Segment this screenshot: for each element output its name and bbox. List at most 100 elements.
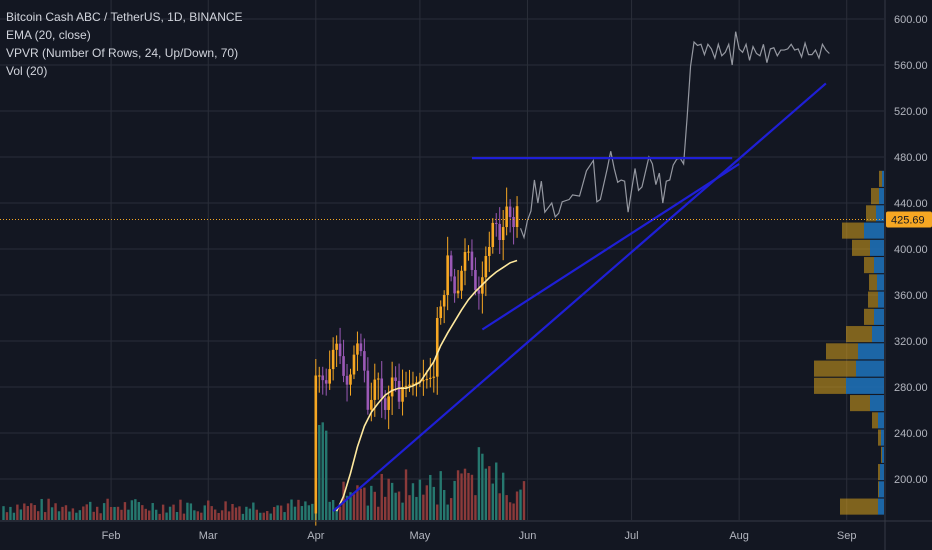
volume-bar [12, 512, 16, 520]
volume-bar [408, 495, 411, 520]
vpvr-up-bar [877, 274, 884, 291]
volume-bar [321, 422, 324, 520]
volume-bar [2, 506, 5, 520]
candle-body [401, 387, 404, 402]
volume-bar [9, 506, 12, 520]
volume-bar [335, 507, 338, 520]
volume-bar [207, 500, 210, 520]
vpvr-up-bar [864, 222, 884, 239]
vpvr-up-bar [870, 395, 884, 412]
candle-body [383, 398, 387, 410]
vpvr-down-bar [846, 326, 872, 343]
volume-bar [481, 453, 484, 520]
volume-bar [213, 509, 217, 520]
candle-body [349, 374, 352, 385]
candle-body [359, 343, 363, 352]
vpvr-down-bar [881, 446, 882, 463]
candle-body [356, 343, 359, 355]
vpvr-down-bar [840, 498, 878, 515]
trendline-lower-support [332, 82, 827, 513]
candle-body [317, 375, 321, 377]
vpvr-down-bar [871, 188, 879, 205]
candle-body [425, 378, 429, 381]
volume-bar [467, 472, 470, 520]
volume-bar [415, 496, 418, 520]
volume-bar [137, 502, 141, 520]
volume-bar [141, 505, 144, 520]
volume-bar [255, 509, 259, 520]
vpvr-up-bar [878, 412, 884, 429]
volume-bar [508, 502, 512, 520]
candle-body [456, 290, 460, 294]
volume-bar [377, 506, 380, 520]
candle-body [408, 384, 411, 386]
volume-bar [446, 504, 449, 520]
volume-bar [109, 506, 113, 520]
volume-bar [151, 503, 154, 520]
y-tick-label: 280.00 [894, 382, 928, 394]
y-axis[interactable]: 600.00 560.00 520.00 480.00 440.00 400.00 360.… [884, 0, 932, 550]
volume-bar [61, 506, 64, 520]
volume-bar [297, 499, 300, 520]
candle-body [453, 276, 456, 294]
vpvr-up-bar [878, 291, 884, 308]
current-price-label: 425.69 [891, 214, 925, 226]
volume-bar [106, 498, 109, 520]
volume-bar [179, 499, 182, 520]
candle-body [484, 255, 488, 278]
volume-bar [404, 469, 408, 520]
candle-body [380, 378, 384, 399]
vpvr-down-bar [878, 481, 879, 498]
candle-body [429, 377, 432, 379]
vpvr-up-bar [882, 446, 884, 463]
volume-bar [5, 512, 9, 520]
volume-bar [484, 468, 488, 520]
legend-symbol[interactable]: Bitcoin Cash ABC / TetherUS, 1D, BINANCE [6, 10, 243, 24]
volume-bar [120, 509, 123, 520]
candle-body [463, 252, 467, 271]
vpvr-up-bar [880, 464, 884, 481]
volume-bar [40, 498, 43, 520]
vpvr-up-bar [858, 343, 884, 360]
ema-line [335, 259, 518, 512]
projection-line [519, 31, 830, 240]
volume-bar [300, 506, 304, 520]
y-tick-label: 600.00 [894, 14, 928, 26]
volume-bar [488, 466, 491, 520]
x-axis[interactable]: Feb Mar Apr May Jun Jul Aug Sep [0, 520, 932, 542]
volume-bar [397, 491, 401, 520]
volume-bar [442, 490, 446, 520]
x-tick-label: May [410, 530, 431, 542]
volume-bar [165, 512, 168, 520]
legend-vol[interactable]: Vol (20) [6, 64, 48, 78]
volume-bar [418, 479, 422, 520]
vpvr-up-bar [856, 360, 884, 377]
candle-body [467, 251, 470, 253]
volume-bar [234, 507, 238, 520]
volume-bar [436, 504, 439, 520]
candle-body [501, 227, 505, 240]
candle-body [474, 269, 477, 291]
volume-bar [123, 502, 127, 520]
volume-bar [200, 512, 203, 520]
volume-bar [193, 510, 196, 520]
volume-bar [429, 474, 432, 520]
legend-ema[interactable]: EMA (20, close) [6, 28, 91, 42]
candle-body [432, 376, 436, 378]
vpvr-up-bar [879, 188, 884, 205]
x-tick-label: Mar [199, 530, 218, 542]
volume-bar [85, 504, 88, 520]
vpvr-up-bar [876, 205, 884, 222]
volume-bar [248, 508, 252, 520]
vpvr-up-bar [872, 326, 884, 343]
volume-bar [522, 481, 526, 520]
volume-bar [286, 503, 290, 520]
volume-bar [33, 505, 36, 520]
legend-vpvr[interactable]: VPVR (Number Of Rows, 24, Up/Down, 70) [6, 46, 239, 60]
y-tick-label: 400.00 [894, 244, 928, 256]
candle-body [335, 343, 338, 350]
volume-bar [363, 487, 366, 520]
x-tick-label: Feb [102, 530, 121, 542]
